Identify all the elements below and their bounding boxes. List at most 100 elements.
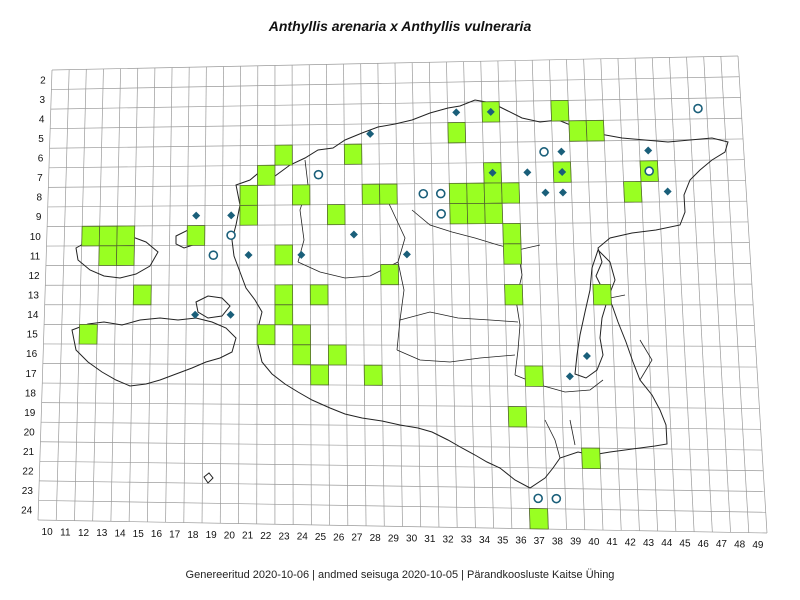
occupied-square bbox=[524, 365, 544, 387]
occupied-square bbox=[483, 182, 503, 204]
column-label: 28 bbox=[370, 533, 382, 544]
occupied-square bbox=[274, 144, 293, 166]
occupied-square bbox=[98, 245, 118, 266]
grid-line-horizontal bbox=[40, 441, 762, 451]
grid-line-vertical bbox=[669, 57, 695, 532]
column-label: 33 bbox=[461, 535, 473, 546]
row-label: 14 bbox=[27, 310, 39, 321]
grid-line-vertical bbox=[74, 69, 87, 521]
column-label: 22 bbox=[260, 531, 272, 542]
column-label: 45 bbox=[679, 539, 691, 550]
occupied-squares-layer bbox=[78, 99, 659, 530]
diamond-marker bbox=[402, 250, 411, 259]
column-label: 23 bbox=[278, 531, 290, 542]
grid-line-vertical bbox=[617, 58, 640, 531]
grid-line-horizontal bbox=[49, 138, 744, 149]
column-label: 43 bbox=[643, 538, 655, 549]
diamond-marker bbox=[191, 310, 200, 319]
occupied-square bbox=[326, 204, 346, 226]
diamond-marker bbox=[644, 146, 653, 155]
occupied-square bbox=[592, 283, 612, 306]
row-label: 3 bbox=[40, 95, 46, 106]
circle-marker bbox=[693, 103, 703, 114]
grid-line-vertical bbox=[219, 66, 224, 524]
column-label: 21 bbox=[242, 531, 254, 542]
grid-line-vertical bbox=[92, 68, 104, 521]
grid-line-vertical bbox=[183, 67, 190, 523]
row-label: 22 bbox=[22, 467, 34, 478]
column-label: 16 bbox=[151, 529, 163, 540]
column-label: 13 bbox=[96, 528, 108, 539]
occupied-square bbox=[116, 225, 136, 247]
diamond-marker bbox=[541, 188, 550, 197]
diamond-marker bbox=[582, 351, 591, 360]
row-label: 2 bbox=[40, 75, 46, 86]
grid-line-vertical bbox=[703, 56, 731, 533]
diamond-marker bbox=[558, 168, 567, 177]
grid-line-horizontal bbox=[50, 97, 741, 110]
muhu-outline bbox=[195, 295, 231, 319]
diamond-marker bbox=[226, 310, 235, 319]
diamond-marker bbox=[244, 251, 253, 260]
row-label: 21 bbox=[23, 447, 35, 458]
saaremaa-outline bbox=[71, 317, 237, 387]
grid-line-vertical bbox=[480, 61, 494, 529]
circle-points-layer bbox=[208, 103, 703, 504]
diamond-marker bbox=[565, 372, 574, 381]
row-label: 20 bbox=[24, 427, 36, 438]
occupied-square bbox=[115, 245, 135, 266]
column-label: 42 bbox=[625, 538, 637, 549]
grid-line-horizontal bbox=[39, 480, 765, 492]
column-label: 49 bbox=[752, 540, 764, 551]
column-label: 12 bbox=[78, 528, 90, 539]
grid-line-vertical bbox=[428, 62, 440, 528]
map-title: Anthyllis arenaria x Anthyllis vulnerari… bbox=[268, 18, 532, 34]
occupied-square bbox=[379, 183, 398, 205]
grid-line-vertical bbox=[411, 62, 422, 527]
occupied-square bbox=[292, 344, 312, 366]
occupied-square bbox=[466, 182, 486, 204]
column-label: 46 bbox=[698, 539, 710, 550]
occupied-square bbox=[568, 120, 588, 142]
grid-line-horizontal bbox=[39, 460, 764, 472]
occupied-square bbox=[581, 447, 601, 470]
row-label: 10 bbox=[30, 232, 42, 243]
column-label: 26 bbox=[333, 532, 345, 543]
circle-marker bbox=[418, 188, 429, 199]
county-borders bbox=[297, 159, 653, 459]
diamond-marker bbox=[366, 129, 375, 138]
diamond-marker bbox=[523, 168, 532, 177]
occupied-square bbox=[132, 284, 152, 306]
row-label: 23 bbox=[22, 486, 34, 497]
row-label: 18 bbox=[25, 388, 37, 399]
occupied-square bbox=[466, 202, 486, 225]
row-label: 15 bbox=[27, 330, 39, 341]
grid-line-horizontal bbox=[46, 242, 750, 247]
grid-line-vertical bbox=[377, 63, 385, 527]
grid-line-vertical bbox=[549, 59, 567, 530]
grid-line-vertical bbox=[360, 63, 367, 526]
diamond-marker bbox=[227, 211, 236, 220]
occupied-square bbox=[257, 164, 276, 186]
occupied-square bbox=[448, 182, 468, 205]
grid-line-horizontal bbox=[48, 159, 745, 169]
grid-line-horizontal bbox=[42, 363, 757, 368]
occupied-square bbox=[81, 225, 101, 247]
row-label: 17 bbox=[25, 369, 37, 380]
occupied-square bbox=[550, 99, 570, 122]
row-label: 7 bbox=[37, 173, 43, 184]
column-label: 15 bbox=[133, 529, 145, 540]
column-label: 37 bbox=[534, 536, 546, 547]
diamond-marker bbox=[192, 211, 201, 220]
occupied-square bbox=[239, 184, 258, 206]
occupied-square bbox=[507, 406, 528, 428]
column-label: 17 bbox=[169, 529, 181, 540]
circle-marker bbox=[208, 250, 219, 260]
row-label: 19 bbox=[24, 408, 36, 419]
circle-marker bbox=[435, 188, 446, 199]
column-label: 27 bbox=[351, 533, 363, 544]
grid-line-horizontal bbox=[51, 55, 739, 71]
axis-labels-layer: 2345678910111213141516171819202122232410… bbox=[21, 75, 764, 551]
column-label: 34 bbox=[479, 535, 491, 546]
column-label: 29 bbox=[388, 533, 400, 544]
